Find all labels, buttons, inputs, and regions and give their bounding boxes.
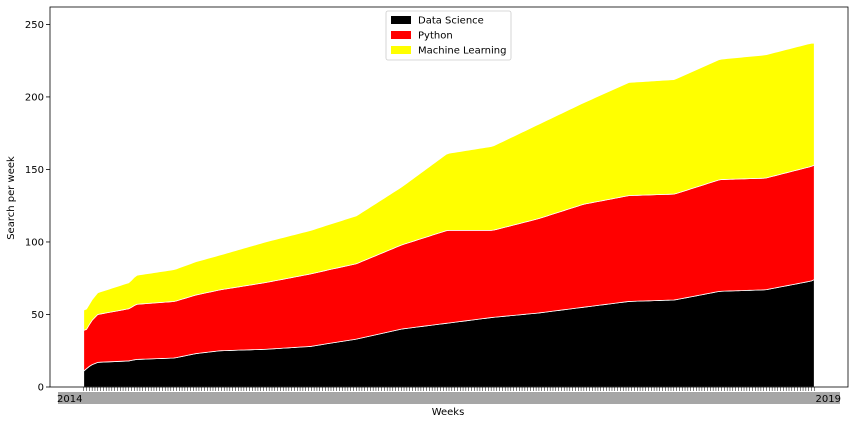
y-tick-label: 150 [25,165,44,176]
y-tick-label: 100 [25,237,44,248]
plot-area [83,42,815,388]
legend-box [385,10,512,61]
legend-swatch [391,31,411,39]
x-tick-label-last: 2019 [816,394,841,405]
y-tick-label: 0 [38,383,44,394]
legend-swatch [391,46,411,54]
x-tick-labels-overlap [58,392,840,404]
legend-entry-label: Python [418,31,453,42]
y-axis-label: Search per week [6,156,17,240]
axes: 0 50 100 150 200 250 2014 2019 [25,6,849,405]
x-axis-label: Weeks [432,407,465,418]
series-area-machine-learning [83,42,815,332]
legend-swatch [391,16,411,24]
legend-entry-label: Machine Learning [418,46,506,57]
y-tick-label: 250 [25,20,44,31]
y-tick-label: 200 [25,92,44,103]
y-tick-label: 50 [31,310,44,321]
legend: Data Science Python Machine Learning [385,10,512,61]
x-tick-label-first: 2014 [57,394,82,405]
legend-entry-label: Data Science [418,16,484,27]
